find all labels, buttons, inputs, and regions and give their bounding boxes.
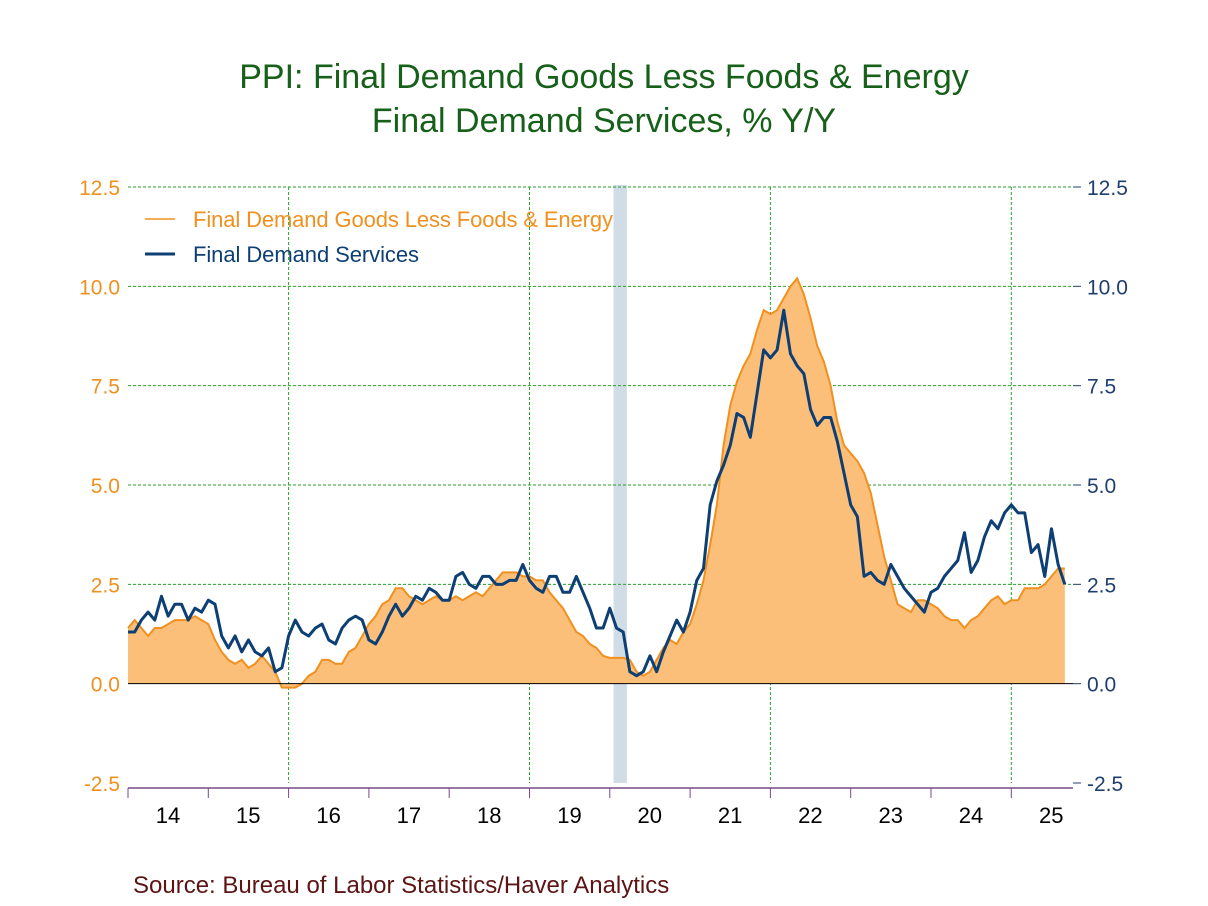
left-y-tick-label: 2.5 xyxy=(91,574,120,597)
right-y-tick-label: 7.5 xyxy=(1087,376,1116,399)
x-tick-label: 15 xyxy=(236,803,260,828)
legend-label: Final Demand Services xyxy=(193,242,419,267)
right-y-tick-label: 0.0 xyxy=(1087,674,1116,697)
chart-subtitle: Final Demand Services, % Y/Y xyxy=(371,102,837,140)
x-tick-label: 14 xyxy=(156,803,180,828)
x-tick-label: 16 xyxy=(316,803,340,828)
x-tick-label: 22 xyxy=(798,803,822,828)
recession-shade xyxy=(613,185,627,783)
legend-label: Final Demand Goods Less Foods & Energy xyxy=(193,207,613,232)
left-y-tick-label: -2.5 xyxy=(84,773,120,796)
goods-area xyxy=(128,278,1065,688)
left-y-tick-label: 7.5 xyxy=(91,376,120,399)
left-y-tick-label: 5.0 xyxy=(91,475,120,498)
chart-title: PPI: Final Demand Goods Less Foods & Ene… xyxy=(239,58,969,96)
services-line xyxy=(128,308,1067,678)
source-note: Source: Bureau of Labor Statistics/Haver… xyxy=(133,872,670,899)
right-y-tick-label: -2.5 xyxy=(1087,773,1123,796)
x-tick-label: 25 xyxy=(1039,803,1063,828)
x-tick-label: 18 xyxy=(477,803,501,828)
left-y-tick-label: 12.5 xyxy=(79,177,120,200)
x-tick-label: 20 xyxy=(638,803,662,828)
x-tick-label: 24 xyxy=(959,803,983,828)
x-tick-label: 19 xyxy=(557,803,581,828)
left-y-tick-label: 0.0 xyxy=(91,674,120,697)
x-tick-label: 23 xyxy=(878,803,902,828)
x-tick-label: 17 xyxy=(397,803,421,828)
left-y-tick-label: 10.0 xyxy=(79,276,120,299)
right-y-tick-label: 5.0 xyxy=(1087,475,1116,498)
goods-line xyxy=(127,276,1065,689)
x-tick-label: 21 xyxy=(718,803,742,828)
right-y-tick-label: 12.5 xyxy=(1087,177,1128,200)
right-y-tick-label: 10.0 xyxy=(1087,276,1128,299)
right-y-tick-label: 2.5 xyxy=(1087,574,1116,597)
